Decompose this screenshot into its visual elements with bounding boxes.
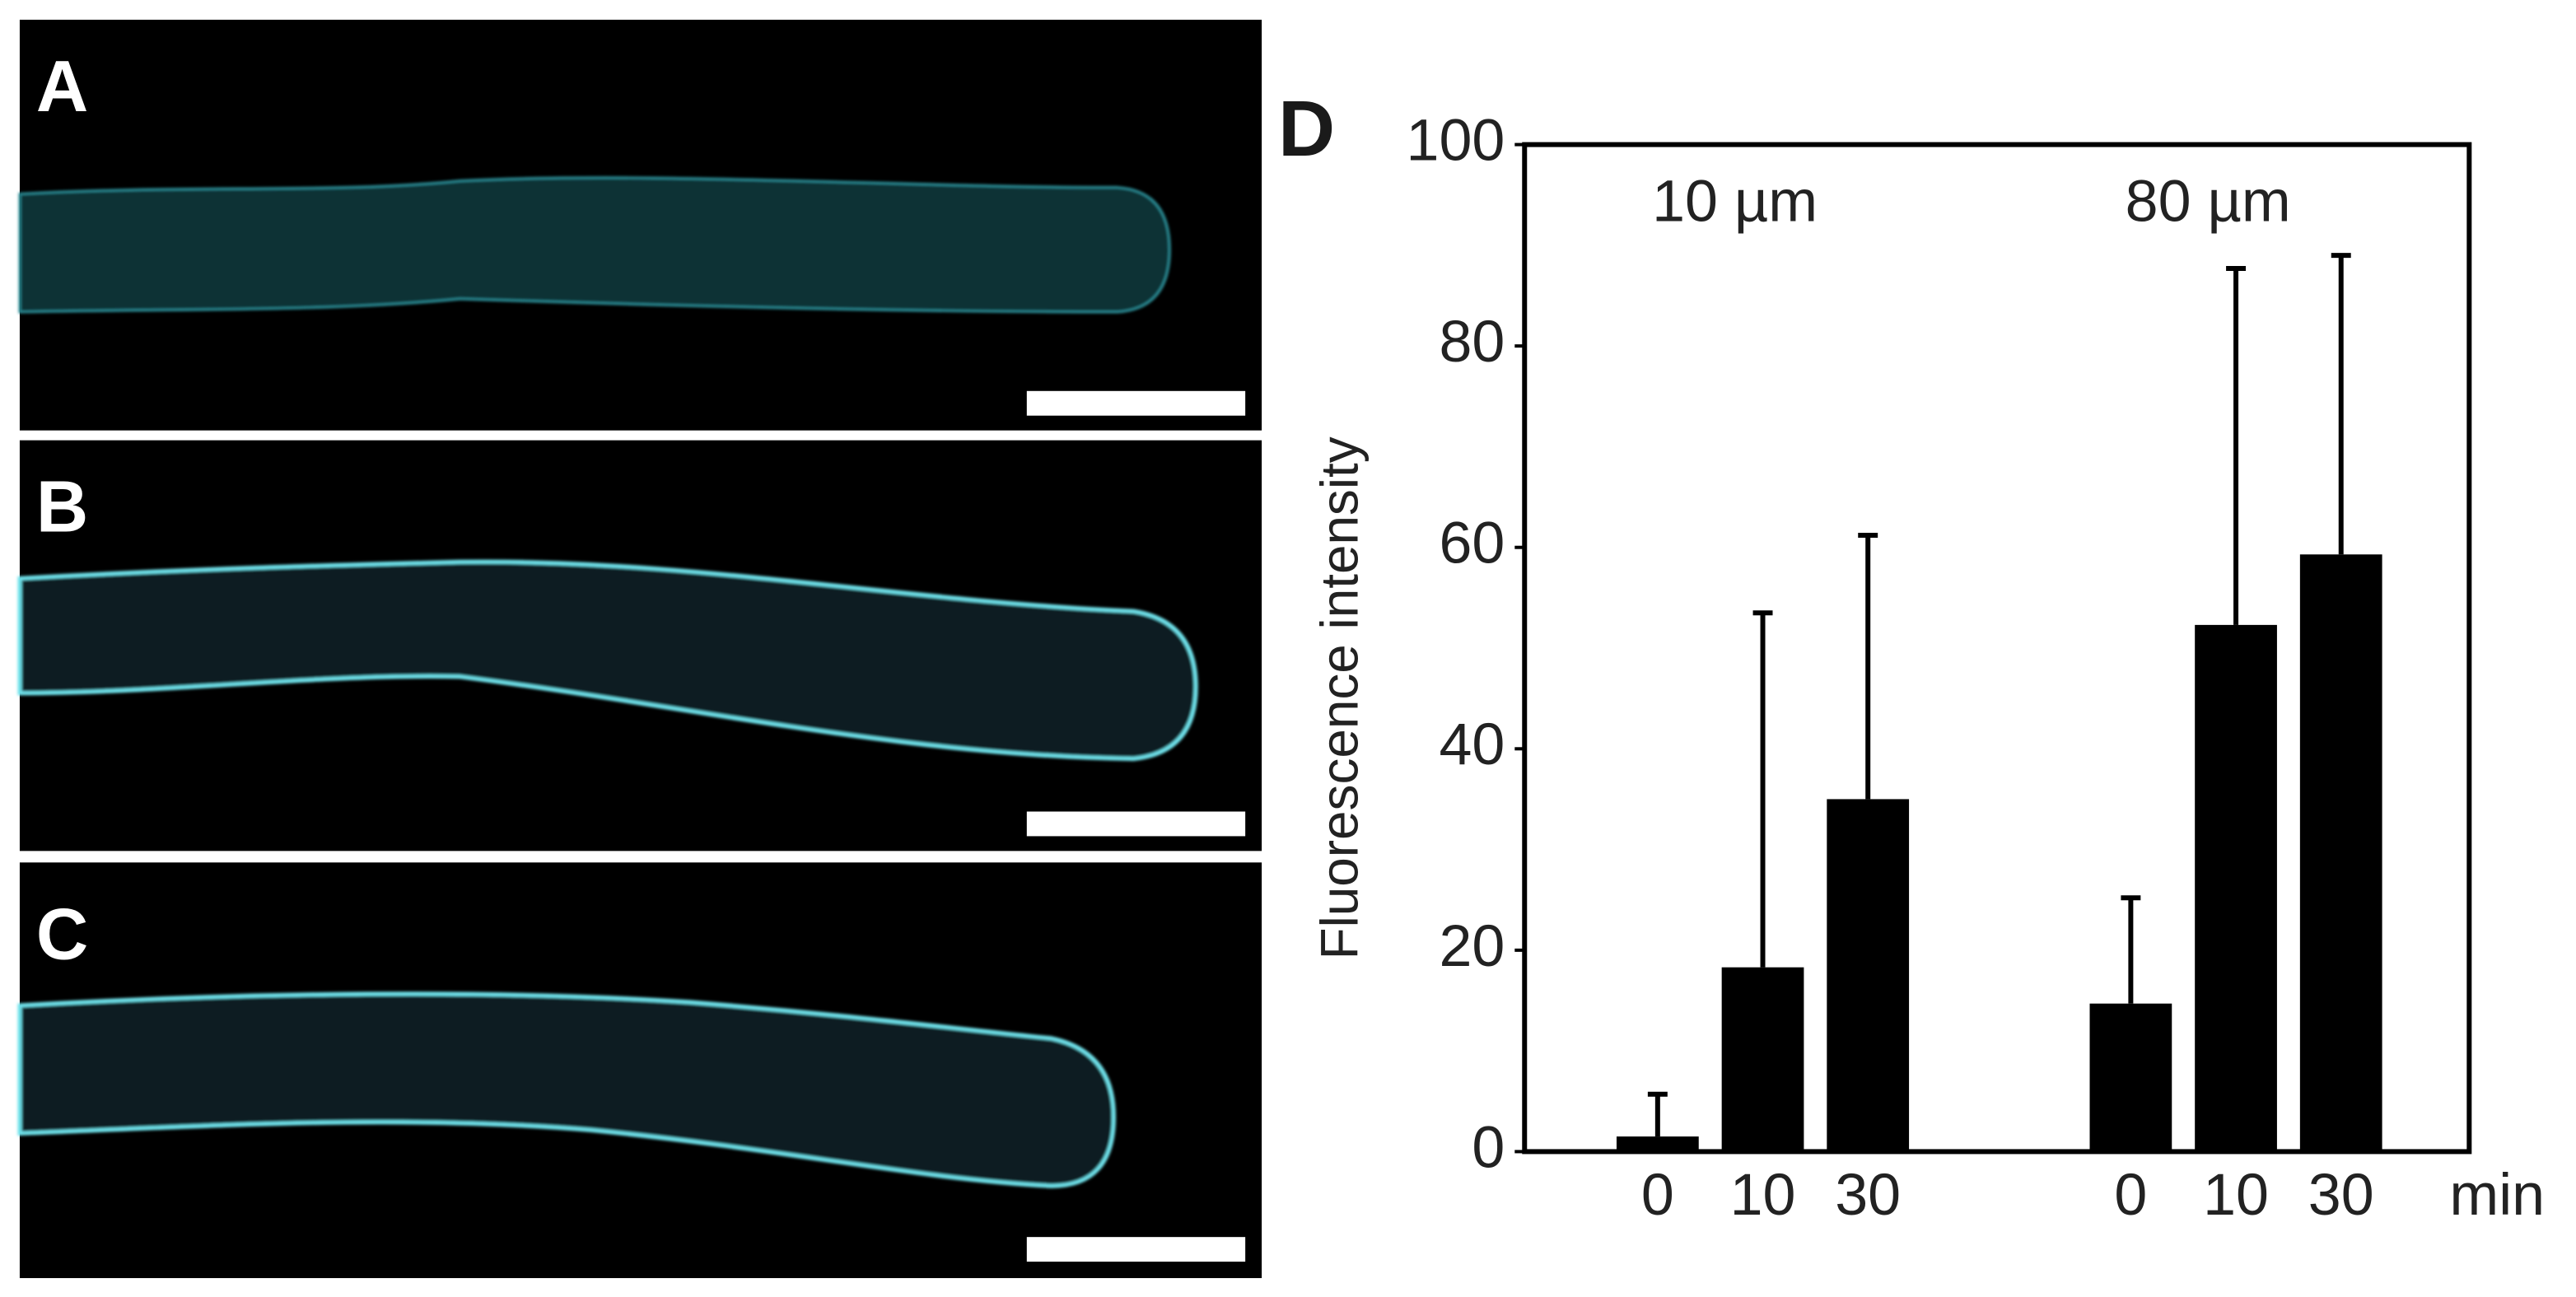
x-tick-label: 10 <box>2203 1162 2269 1228</box>
y-axis-label: Fluorescence intensity <box>1310 436 1370 959</box>
group-label: 10 µm <box>1652 168 1818 234</box>
bar <box>1827 799 1910 1152</box>
scale-bar <box>1026 1237 1246 1262</box>
y-tick-label: 60 <box>1439 511 1505 576</box>
y-tick-label: 0 <box>1472 1114 1505 1180</box>
panel-label: A <box>36 46 88 127</box>
group-label: 80 µm <box>2126 168 2291 234</box>
x-tick-label: 10 <box>1730 1162 1796 1228</box>
plot-frame <box>1522 142 2472 1155</box>
panel-label: C <box>36 893 88 974</box>
y-tick-label: 100 <box>1407 108 1505 174</box>
y-tick-label: 20 <box>1439 913 1505 979</box>
x-tick-label: 30 <box>1835 1162 1901 1228</box>
bar <box>1721 967 1804 1152</box>
x-tick-label: 0 <box>2114 1162 2147 1228</box>
bar <box>2089 1003 2172 1152</box>
cell-a <box>18 176 1171 314</box>
y-tick-label: 40 <box>1439 711 1505 777</box>
panel-label: D <box>1278 85 1335 173</box>
bar <box>2195 624 2277 1152</box>
scale-bar <box>1026 390 1246 416</box>
panel-label: B <box>36 467 88 548</box>
cell-c <box>17 991 1117 1188</box>
x-tick-label: 0 <box>1641 1162 1674 1228</box>
cell-b <box>17 559 1198 762</box>
bar <box>1616 1136 1699 1152</box>
x-tick-label: 30 <box>2308 1162 2374 1228</box>
y-tick-label: 80 <box>1439 309 1505 375</box>
bar <box>2299 554 2382 1152</box>
scale-bar <box>1026 811 1246 837</box>
x-unit-label: min <box>2449 1162 2545 1228</box>
